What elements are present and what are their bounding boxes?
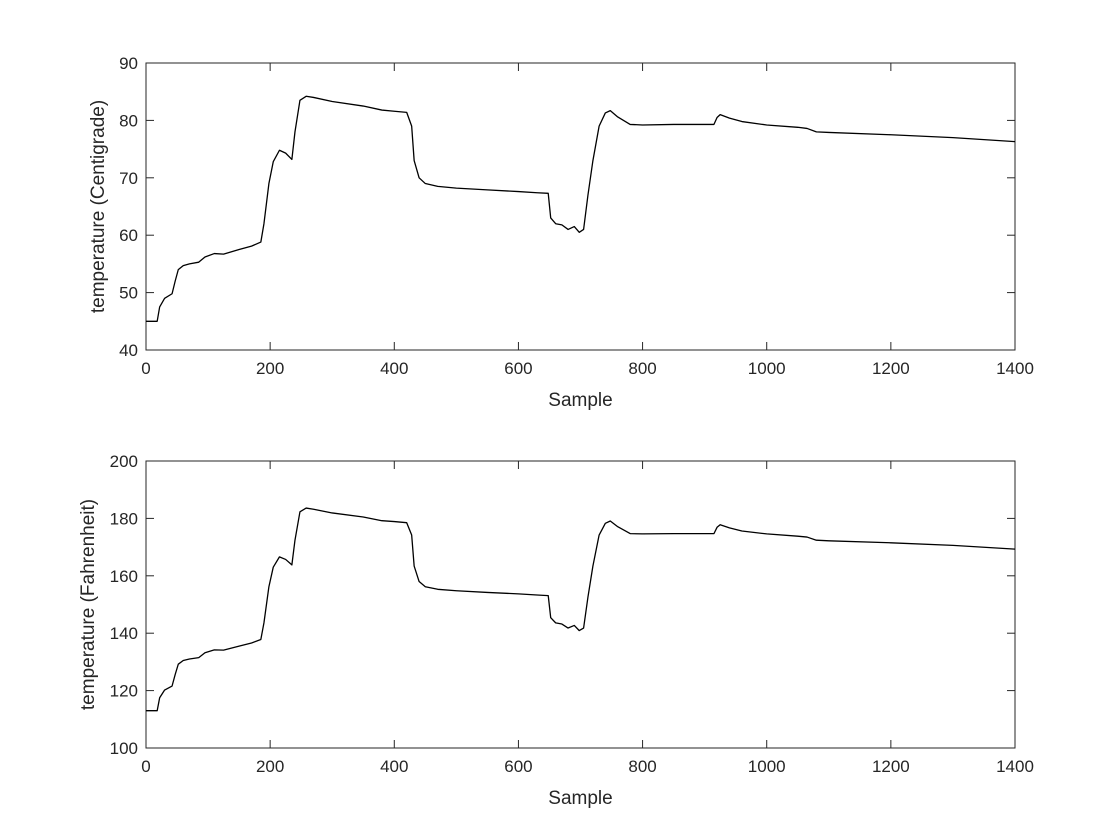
x-tick-label: 400 — [380, 757, 408, 776]
axes-box — [145, 62, 1016, 351]
x-tick-label: 0 — [141, 359, 150, 378]
x-tick-label: 1000 — [748, 359, 786, 378]
x-tick-label: 800 — [628, 359, 656, 378]
x-tick-label: 1200 — [872, 359, 910, 378]
y-tick-label: 140 — [110, 624, 138, 643]
x-ticks: 0 200 400 600 800 1000 1200 1400 — [141, 461, 1034, 776]
x-axis-label: Sample — [548, 390, 612, 411]
x-tick-label: 1400 — [996, 757, 1034, 776]
fahrenheit-plot: 0 200 400 600 800 1000 1200 1400 100 120 140 160 18… — [78, 452, 1034, 809]
y-tick-label: 40 — [119, 341, 138, 360]
centigrade-plot: 0 200 400 600 800 1000 1200 1400 40 50 60 70 80 90 S… — [88, 54, 1034, 411]
x-tick-label: 800 — [628, 757, 656, 776]
x-tick-label: 400 — [380, 359, 408, 378]
x-tick-label: 200 — [256, 757, 284, 776]
y-ticks: 40 50 60 70 80 90 — [119, 54, 1015, 360]
x-tick-label: 200 — [256, 359, 284, 378]
y-tick-label: 120 — [110, 682, 138, 701]
y-tick-label: 80 — [119, 111, 138, 130]
centigrade-series-line — [146, 95, 1016, 322]
y-tick-label: 70 — [119, 169, 138, 188]
y-ticks: 100 120 140 160 180 200 — [110, 452, 1015, 758]
x-tick-label: 600 — [504, 359, 532, 378]
x-axis-label: Sample — [548, 788, 612, 809]
y-axis-label: temperature (Fahrenheit) — [78, 499, 99, 710]
x-tick-label: 1400 — [996, 359, 1034, 378]
y-tick-label: 50 — [119, 284, 138, 303]
y-tick-label: 180 — [110, 509, 138, 528]
y-tick-label: 60 — [119, 226, 138, 245]
y-tick-label: 200 — [110, 452, 138, 471]
y-tick-label: 160 — [110, 567, 138, 586]
y-axis-label: temperature (Centigrade) — [88, 100, 109, 313]
x-tick-label: 600 — [504, 757, 532, 776]
x-tick-label: 1200 — [872, 757, 910, 776]
x-ticks: 0 200 400 600 800 1000 1200 1400 — [141, 63, 1034, 378]
fahrenheit-series-line — [146, 507, 1016, 712]
x-tick-label: 0 — [141, 757, 150, 776]
y-tick-label: 90 — [119, 54, 138, 73]
y-tick-label: 100 — [110, 739, 138, 758]
axes-box — [145, 460, 1016, 749]
x-tick-label: 1000 — [748, 757, 786, 776]
